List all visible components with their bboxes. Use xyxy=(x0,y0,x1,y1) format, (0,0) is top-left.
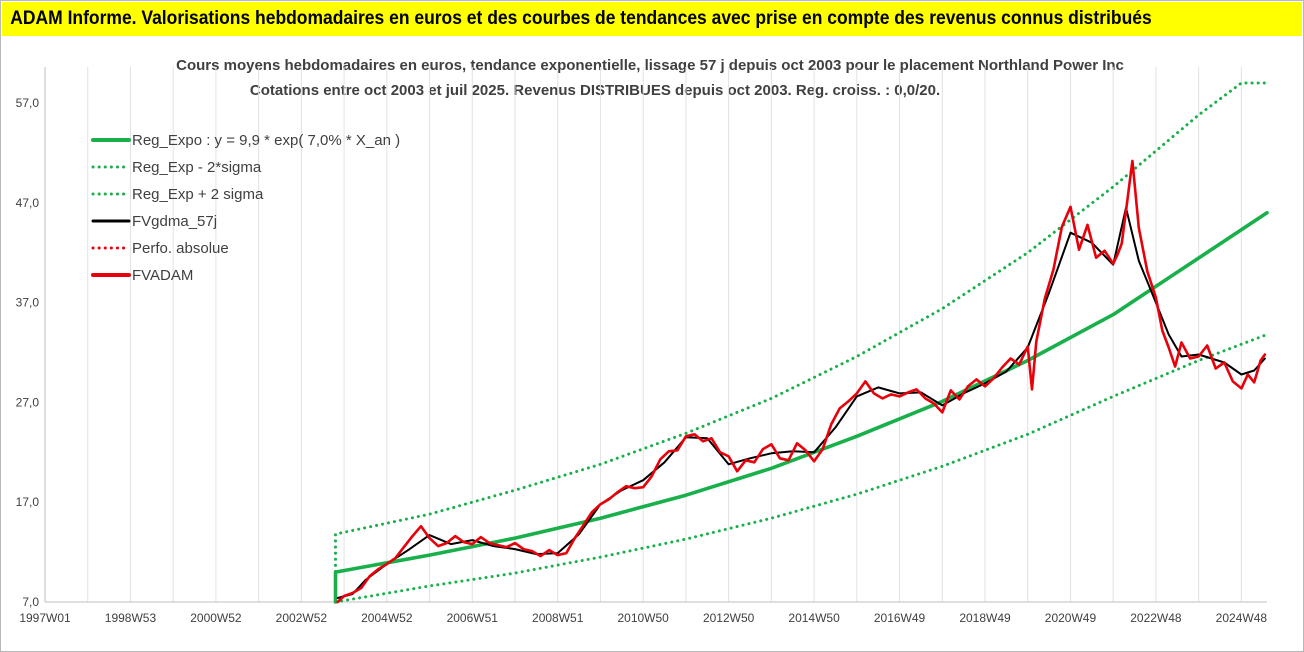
x-tick-label: 2000W52 xyxy=(190,611,242,625)
x-tick-label: 2002W52 xyxy=(276,611,328,625)
y-tick-label: 7,0 xyxy=(22,595,39,609)
series-line-0 xyxy=(333,211,1269,604)
x-tick-label: 1998W53 xyxy=(105,611,157,625)
series-line-2 xyxy=(334,81,1269,604)
x-tick-label: 2018W49 xyxy=(959,611,1011,625)
gridlines xyxy=(44,67,1267,603)
y-tick-label: 27,0 xyxy=(16,395,40,409)
x-axis: 1997W01 1998W53 2000W52 2002W52 2004W52 2006W… xyxy=(19,611,1267,625)
series-line-5 xyxy=(336,159,1267,604)
x-tick-label: 2020W49 xyxy=(1045,611,1097,625)
x-tick-label: 2012W50 xyxy=(703,611,755,625)
y-tick-label: 37,0 xyxy=(16,296,40,310)
chart-area: Cours moyens hebdomadaires en euros, ten… xyxy=(16,57,1269,625)
legend-label: FVADAM xyxy=(132,267,193,284)
x-tick-label: 2016W49 xyxy=(874,611,926,625)
chart-subtitle: Cotations entre oct 2003 et juil 2025. R… xyxy=(250,82,940,99)
x-tick-label: 2006W51 xyxy=(447,611,499,625)
y-tick-label: 57,0 xyxy=(16,96,40,110)
series-lines xyxy=(333,81,1269,604)
x-tick-label: 2014W50 xyxy=(788,611,840,625)
report-banner: ADAM Informe. Valorisations hebdomadaire… xyxy=(2,2,1302,36)
legend-label: FVgdma_57j xyxy=(132,213,217,230)
legend-label: Reg_Exp + 2 sigma xyxy=(132,186,264,203)
legend: Reg_Expo : y = 9,9 * exp( 7,0% * X_an ) R… xyxy=(91,132,400,284)
x-tick-label: 2010W50 xyxy=(617,611,669,625)
legend-label: Reg_Exp - 2*sigma xyxy=(132,159,262,176)
x-tick-label: 1997W01 xyxy=(19,611,71,625)
y-axis: 7,0 17,0 27,0 37,0 47,0 57,0 xyxy=(16,96,40,609)
x-tick-label: 2008W51 xyxy=(532,611,584,625)
y-tick-label: 47,0 xyxy=(16,196,40,210)
legend-label: Perfo. absolue xyxy=(132,240,229,257)
chart-title: Cours moyens hebdomadaires en euros, ten… xyxy=(176,57,1124,74)
banner-title: ADAM Informe. Valorisations hebdomadaire… xyxy=(10,8,1152,29)
x-tick-label: 2004W52 xyxy=(361,611,413,625)
y-tick-label: 17,0 xyxy=(16,495,40,509)
x-tick-label: 2022W48 xyxy=(1130,611,1182,625)
legend-label: Reg_Expo : y = 9,9 * exp( 7,0% * X_an ) xyxy=(132,132,400,149)
series-line-1 xyxy=(334,333,1269,604)
x-tick-label: 2024W48 xyxy=(1216,611,1268,625)
